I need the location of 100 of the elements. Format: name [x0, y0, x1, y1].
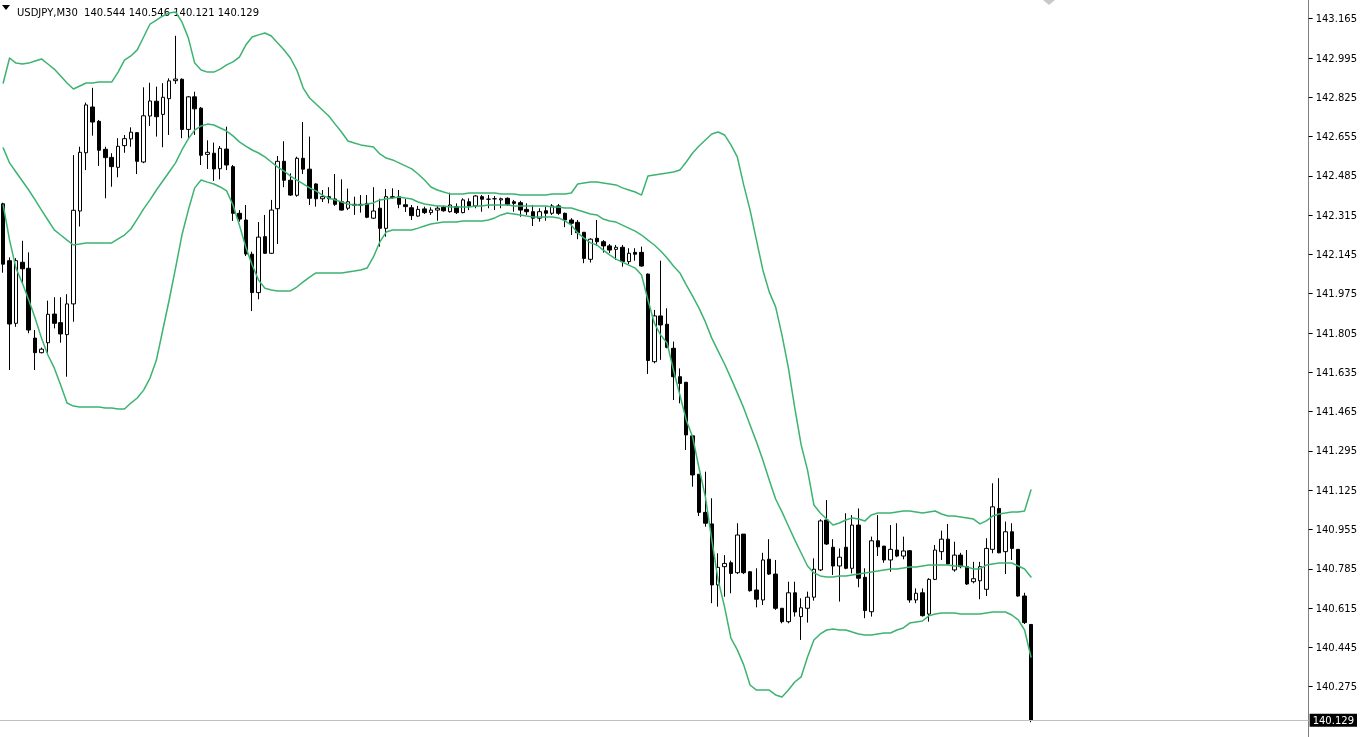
candlestick — [224, 126, 229, 171]
candlestick — [1010, 522, 1014, 561]
candlestick — [397, 189, 401, 209]
y-tick-label: 141.975 — [1315, 288, 1358, 300]
candlestick — [167, 77, 171, 136]
candlestick — [888, 524, 893, 573]
candlestick — [78, 146, 82, 227]
candlestick — [154, 86, 159, 138]
candlestick — [754, 567, 759, 608]
candlestick — [148, 82, 152, 127]
candlestick — [161, 82, 165, 148]
candlestick — [205, 139, 210, 170]
y-tick-label: 141.635 — [1315, 366, 1358, 378]
candlestick — [65, 293, 69, 378]
candlestick — [218, 145, 222, 180]
candlestick — [371, 186, 376, 220]
candlestick — [282, 140, 286, 188]
candlestick — [307, 136, 312, 206]
candlestick — [33, 329, 37, 371]
candlestick — [71, 154, 76, 323]
candlestick — [135, 131, 139, 175]
candlestick — [199, 106, 203, 166]
candlestick — [320, 189, 325, 203]
line-series — [2, 123, 1032, 578]
candlestick — [84, 102, 88, 171]
candlestick — [129, 126, 133, 148]
y-tick-label: 142.655 — [1315, 131, 1358, 143]
candlestick — [933, 544, 937, 581]
candlestick — [492, 195, 497, 211]
candlestick — [269, 199, 274, 255]
y-tick-label: 140.445 — [1315, 641, 1358, 653]
candlestick — [812, 557, 816, 602]
candlestick — [288, 172, 293, 197]
y-tick-label: 143.165 — [1315, 13, 1358, 25]
candlestick — [595, 219, 599, 247]
candlestick — [1003, 521, 1008, 575]
ref-line-label: 140.129 — [1312, 714, 1355, 726]
candlestick — [844, 512, 848, 570]
candlestick — [869, 536, 874, 618]
candlestick — [863, 567, 867, 619]
candlestick — [122, 134, 127, 154]
candlestick — [422, 206, 427, 215]
candlestick — [780, 607, 784, 624]
candlestick — [339, 178, 344, 212]
y-tick-label: 142.825 — [1315, 91, 1358, 103]
candlestick — [620, 244, 625, 268]
candlestick — [997, 477, 1001, 554]
candlestick — [850, 514, 854, 574]
candlestick — [876, 514, 880, 557]
candlestick — [767, 538, 771, 576]
candlestick — [582, 231, 586, 264]
candlestick — [588, 237, 593, 264]
candlestick — [14, 257, 18, 328]
candlestick — [237, 209, 242, 223]
candlestick — [914, 587, 918, 604]
candlestick — [978, 561, 982, 600]
candlestick — [480, 194, 484, 213]
candlestick — [173, 35, 178, 85]
y-tick-label: 142.485 — [1315, 170, 1358, 182]
y-tick-label: 141.125 — [1315, 484, 1358, 496]
candlestick — [116, 137, 120, 178]
candlestick — [971, 561, 976, 584]
candlestick — [793, 581, 797, 618]
candlestick — [1016, 548, 1020, 598]
candlestick — [256, 221, 261, 300]
candlestick — [97, 119, 101, 167]
candlestick — [761, 552, 765, 606]
candlestick — [39, 347, 44, 354]
y-tick-label: 140.615 — [1315, 602, 1358, 614]
candlestick — [473, 194, 478, 209]
candlestick — [1029, 623, 1033, 723]
y-tick-label: 141.465 — [1315, 406, 1358, 418]
candlestick — [499, 197, 503, 209]
y-tick-label: 140.275 — [1315, 681, 1358, 693]
y-tick-label: 142.315 — [1315, 209, 1358, 221]
candlestick — [805, 591, 810, 624]
y-tick-label: 141.805 — [1315, 327, 1358, 339]
candlestick — [748, 570, 752, 593]
candlestick — [378, 198, 382, 248]
candlestick — [467, 197, 471, 211]
candlestick — [646, 272, 650, 375]
candlestick — [505, 196, 510, 207]
candlestick — [697, 473, 701, 517]
y-tick-label: 141.295 — [1315, 445, 1358, 457]
candlestick — [1, 202, 5, 274]
candlestick — [831, 538, 835, 576]
candlestick — [486, 194, 491, 209]
candlestick — [46, 300, 50, 354]
candlestick — [141, 86, 146, 164]
candlestick — [627, 247, 631, 265]
candlestick — [231, 164, 235, 222]
candlestick — [965, 549, 969, 586]
candlestick — [563, 212, 567, 228]
candlestick — [939, 530, 944, 561]
candlestick — [90, 87, 95, 137]
candlestick — [409, 204, 414, 221]
y-tick-label: 140.785 — [1315, 563, 1358, 575]
candlestick — [633, 247, 637, 262]
candlestick — [920, 587, 925, 618]
candlestick — [639, 246, 644, 268]
